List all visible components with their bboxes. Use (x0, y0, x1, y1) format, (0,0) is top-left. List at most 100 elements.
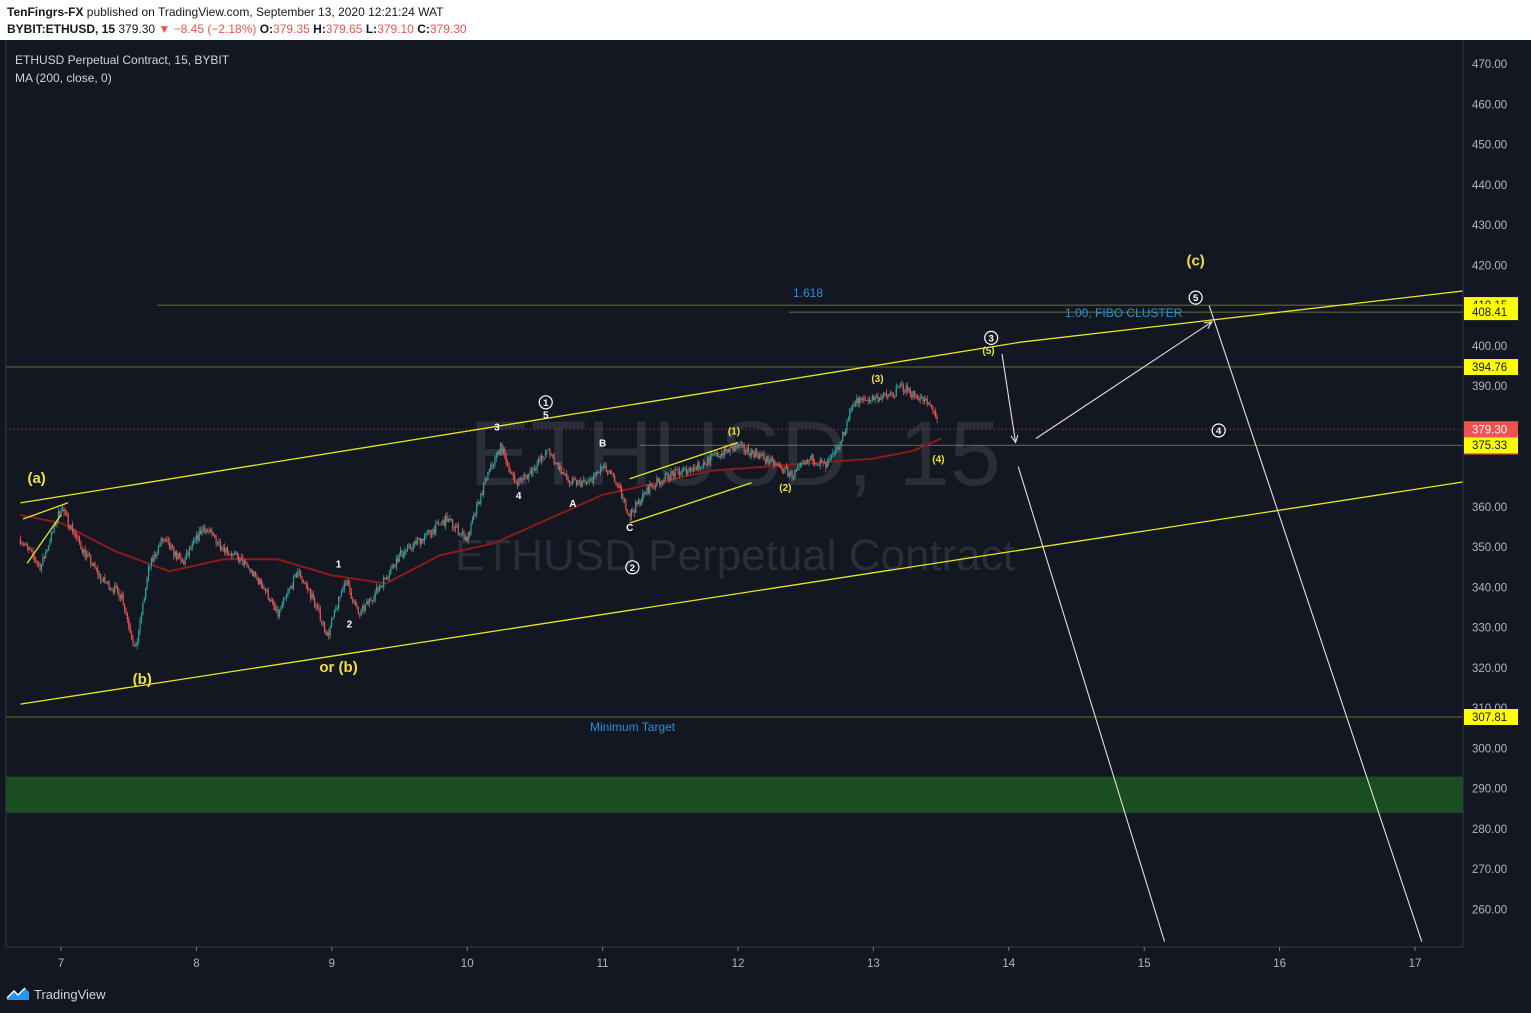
low-value: 379.10 (377, 22, 414, 36)
candle-body (732, 446, 734, 451)
candle-body (921, 396, 923, 398)
trendline[interactable] (20, 474, 1510, 705)
candle-body (835, 449, 837, 452)
candle-body (677, 468, 679, 472)
candle-body (321, 621, 323, 623)
price-tick-label: 420.00 (1472, 260, 1507, 272)
candle-body (687, 470, 689, 475)
candle-body (487, 471, 489, 480)
trendline[interactable] (20, 341, 1023, 504)
candle-body (497, 451, 499, 455)
candle-body (881, 396, 883, 400)
candle-body (139, 619, 141, 633)
candle-body (78, 537, 81, 544)
wave-label: C (626, 523, 633, 534)
candle-body (340, 591, 343, 597)
candle-body (135, 645, 137, 647)
candle-body (29, 549, 31, 551)
projection-line[interactable] (1208, 305, 1423, 942)
candle-body (567, 479, 569, 483)
candle-body (861, 398, 864, 400)
candle-body (556, 462, 558, 464)
trendline[interactable] (629, 482, 752, 524)
candle-body (123, 603, 126, 609)
projection-arrows[interactable] (1001, 305, 1423, 942)
candle-body (659, 481, 661, 485)
candle-body (298, 571, 300, 573)
candle-body (429, 530, 431, 534)
candle-body (622, 497, 624, 499)
candle-body (853, 404, 855, 406)
chart-axes[interactable]: 470.00 460.00 450.00 440.00 430.00 420.00 400.… (0, 40, 1531, 972)
candle-body (392, 565, 395, 567)
price-axis-bg[interactable] (1463, 40, 1531, 972)
candle-body (360, 609, 362, 616)
tradingview-brand[interactable]: TradingView (34, 987, 106, 1002)
candle-body (932, 407, 934, 411)
candle-body (43, 557, 45, 559)
candle-body (925, 399, 927, 401)
fibo-cluster-label: 1.00, FIBO CLUSTER (1065, 306, 1183, 320)
candle-body (345, 583, 347, 585)
projection-line[interactable] (1017, 466, 1166, 942)
candle-body (692, 467, 695, 472)
candle-body (336, 608, 338, 610)
candle-body (935, 411, 937, 417)
candle-body (594, 472, 596, 477)
candle-body (822, 462, 824, 464)
candle-body (197, 535, 199, 541)
tradingview-logo-icon[interactable] (6, 985, 30, 1001)
trendline[interactable] (22, 502, 68, 520)
candle-body (98, 574, 100, 576)
price-label-box (1464, 421, 1518, 438)
candle-body (39, 564, 41, 571)
candle-body (892, 393, 895, 397)
projection-line[interactable] (1001, 353, 1017, 443)
fib-1618-label: 1.618 (793, 286, 823, 300)
candle-body (408, 544, 410, 546)
trendline[interactable] (1022, 284, 1510, 343)
candle-body (214, 535, 216, 539)
candle-body (411, 548, 413, 550)
legend-indicator[interactable]: MA (200, close, 0) (15, 71, 112, 85)
wave-label: (c) (1186, 252, 1204, 269)
projection-line[interactable] (1035, 321, 1213, 439)
wave-label: 4 (516, 491, 522, 502)
candle-body (38, 563, 40, 565)
candle-body (129, 626, 131, 634)
price-tick-label: 260.00 (1472, 904, 1507, 916)
candle-body (792, 476, 795, 478)
candle-body (380, 585, 382, 588)
candle-body (715, 452, 717, 456)
candle-body (109, 589, 112, 591)
trendline[interactable] (629, 441, 739, 480)
candle-body (342, 589, 344, 592)
candle-body (636, 502, 638, 504)
candle-body (62, 508, 64, 512)
candle-body (180, 556, 182, 561)
candle-body (216, 542, 219, 544)
candle-body (301, 577, 303, 581)
candle-body (752, 449, 754, 453)
candle-body (612, 474, 614, 477)
candle-body (329, 626, 331, 636)
candle-body (229, 553, 231, 555)
candle-body (399, 550, 402, 555)
candle-body (571, 478, 573, 484)
candle-body (498, 451, 500, 455)
candle-body (891, 392, 893, 394)
chart-canvas[interactable]: ETHUSD, 15 ETHUSD Perpetual Contract 1.6… (0, 40, 1531, 972)
trendline[interactable] (26, 514, 62, 564)
candle-body (116, 586, 119, 592)
price-label-text: 394.76 (1472, 362, 1507, 374)
candle-body (297, 572, 299, 578)
time-axis-bg[interactable] (0, 947, 1463, 972)
candle-body (364, 604, 366, 611)
trendlines[interactable] (20, 284, 1510, 705)
candle-body (425, 533, 427, 537)
candle-body (221, 548, 223, 550)
candle-body (421, 538, 423, 545)
author-name[interactable]: TenFingrs-FX (7, 5, 84, 19)
arrow-head (1010, 434, 1019, 444)
candle-body (64, 512, 67, 514)
